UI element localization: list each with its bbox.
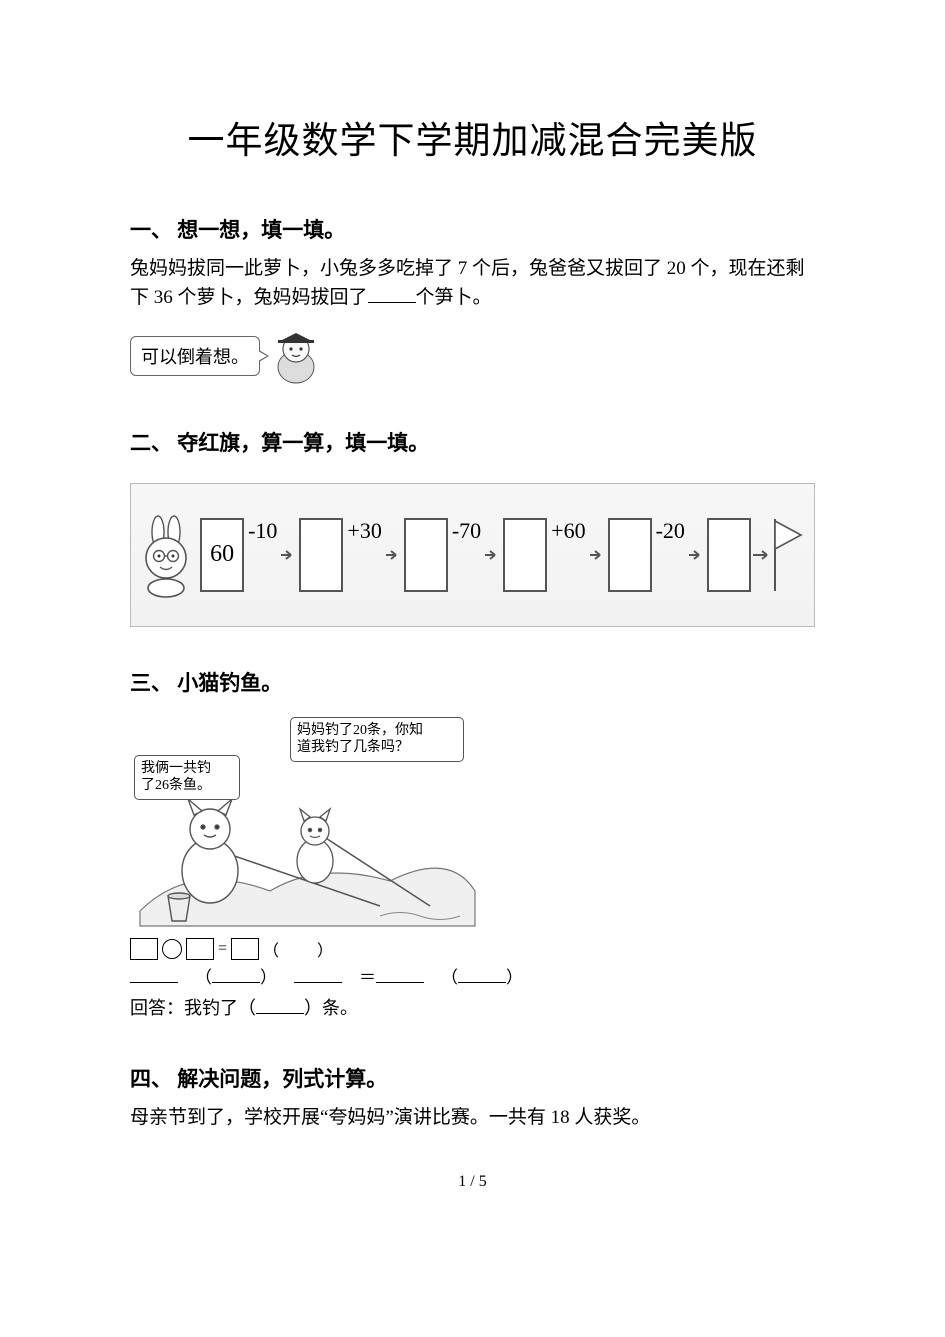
section1-heading: 一、 想一想，填一填。 — [130, 214, 815, 244]
arrow-icon-5 — [753, 520, 769, 590]
s4-num: 18 — [551, 1107, 570, 1128]
cat-bubble-left-l2: 了26条鱼。 — [141, 777, 233, 795]
arrow-icon-2 — [485, 520, 501, 590]
chain-start-box: 60 — [200, 518, 244, 592]
equation-blank-line: （） ＝ （） — [130, 965, 815, 991]
chain-container: 60 -10 +30 -70 +60 -20 — [130, 483, 815, 627]
s4-text-b: 人获奖。 — [570, 1107, 651, 1128]
arrow-icon-0 — [281, 520, 297, 590]
section4-heading: 四、 解决问题，列式计算。 — [130, 1063, 815, 1093]
cat-bubble-right-l2: 道我钓了几条吗？ — [297, 739, 457, 757]
op-1: +30 — [345, 518, 383, 544]
arrow-icon-3 — [590, 520, 606, 590]
chain-box-4[interactable] — [608, 518, 652, 592]
section1-body: 兔妈妈拔同一此萝卜，小兔多多吃掉了 7 个后，兔爸爸又拔回了 20 个，现在还剩… — [130, 254, 815, 313]
hint-bubble: 可以倒着想。 — [130, 336, 260, 376]
section2-heading: 二、 夺红旗，算一算，填一填。 — [130, 427, 815, 457]
cat-bubble-left: 我俩一共钓 了26条鱼。 — [134, 755, 240, 800]
section3-heading: 三、 小猫钓鱼。 — [130, 667, 815, 697]
flag-icon — [771, 515, 805, 595]
cat-bubble-right-l1: 妈妈钓了20条，你知 — [297, 722, 457, 740]
cat-scene: 我俩一共钓 了26条鱼。 妈妈钓了20条，你知 道我钓了几条吗？ — [130, 711, 480, 931]
s4-text-a: 母亲节到了，学校开展“夸妈妈”演讲比赛。一共有 — [130, 1107, 551, 1128]
op-4: -20 — [654, 518, 687, 544]
section4-body: 母亲节到了，学校开展“夸妈妈”演讲比赛。一共有 18 人获奖。 — [130, 1103, 815, 1132]
calc-chain: 60 -10 +30 -70 +60 -20 — [137, 512, 808, 598]
eq-box-3[interactable] — [231, 938, 259, 960]
op-0: -10 — [246, 518, 279, 544]
eq2-blank-5[interactable] — [458, 965, 506, 983]
paren-open-1: （ — [263, 937, 279, 961]
arrow-icon-4 — [689, 520, 705, 590]
s1-num-b: 20 — [667, 258, 686, 279]
equals-sign-1: = — [218, 940, 227, 958]
equation-box-line: = （ ） — [130, 937, 815, 961]
cat-bubble-left-l1: 我俩一共钓 — [141, 760, 233, 778]
eq2-blank-4[interactable] — [376, 965, 424, 983]
rabbit-icon — [140, 512, 198, 598]
page-title: 一年级数学下学期加减混合完美版 — [130, 110, 815, 164]
eq-op-circle[interactable] — [162, 939, 182, 959]
chain-box-1[interactable] — [299, 518, 343, 592]
page-footer: 1 / 5 — [130, 1173, 815, 1191]
s1-text-a: 兔妈妈拔同一此萝卜，小兔多多吃掉了 — [130, 258, 458, 279]
s1-num-a: 7 — [458, 258, 468, 279]
teacher-icon — [268, 325, 324, 387]
page: 一年级数学下学期加减混合完美版 一、 想一想，填一填。 兔妈妈拔同一此萝卜，小兔… — [0, 0, 945, 1231]
op-2: -70 — [450, 518, 483, 544]
chain-box-3[interactable] — [503, 518, 547, 592]
eq2-blank-3[interactable] — [294, 965, 342, 983]
s1-blank[interactable] — [368, 283, 416, 303]
eq2-blank-2[interactable] — [212, 965, 260, 983]
chain-box-5[interactable] — [707, 518, 751, 592]
chain-box-2[interactable] — [404, 518, 448, 592]
s1-text-e: 个笋卜。 — [416, 287, 492, 308]
answer-suffix: ）条。 — [304, 998, 358, 1018]
answer-prefix: 回答：我钓了（ — [130, 998, 256, 1018]
s1-text-d: 个萝卜，兔妈妈拔回了 — [173, 287, 368, 308]
s1-text-b: 个后，兔爸爸又拔回了 — [467, 258, 667, 279]
eq2-blank-1[interactable] — [130, 965, 178, 983]
arrow-icon-1 — [386, 520, 402, 590]
eq-box-1[interactable] — [130, 938, 158, 960]
op-3: +60 — [549, 518, 587, 544]
s1-hint-row: 可以倒着想。 — [130, 325, 815, 387]
paren-close-1: ） — [317, 937, 333, 961]
cat-bubble-right: 妈妈钓了20条，你知 道我钓了几条吗？ — [290, 717, 464, 762]
s1-num-c: 36 — [154, 287, 173, 308]
eq-box-2[interactable] — [186, 938, 214, 960]
answer-line: 回答：我钓了（ ）条。 — [130, 995, 815, 1023]
answer-blank[interactable] — [256, 995, 304, 1014]
